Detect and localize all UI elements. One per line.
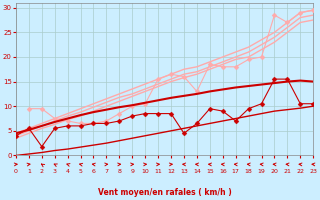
- X-axis label: Vent moyen/en rafales ( km/h ): Vent moyen/en rafales ( km/h ): [98, 188, 231, 197]
